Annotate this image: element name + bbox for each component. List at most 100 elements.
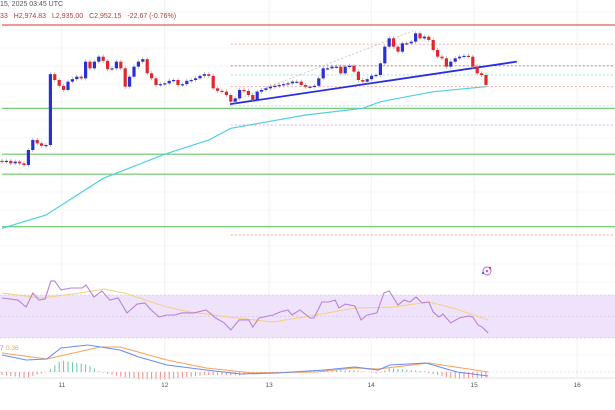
candle	[22, 161, 26, 168]
candle-body	[75, 76, 79, 80]
candle	[119, 59, 123, 71]
candle-body	[387, 38, 391, 47]
candle-body	[136, 61, 140, 67]
candle-body	[339, 66, 343, 74]
candle	[396, 44, 400, 54]
candle-body	[233, 98, 237, 102]
candle	[436, 47, 440, 59]
candle-body	[286, 83, 290, 85]
candle-body	[0, 160, 4, 163]
macd-value: 7	[0, 345, 4, 352]
candle-body	[330, 66, 334, 69]
rsi-panel	[0, 280, 615, 339]
candle-body	[365, 79, 369, 82]
candle-body	[268, 86, 272, 89]
candle-body	[383, 46, 387, 64]
candle-body	[471, 56, 475, 67]
candle	[422, 34, 426, 41]
candle	[88, 59, 92, 71]
candle	[35, 137, 39, 146]
candle	[264, 86, 268, 93]
chart-datetime: 15, 2025 03:45 UTC	[0, 1, 64, 8]
candle	[409, 39, 413, 46]
candle-body	[189, 80, 193, 82]
candle-body	[449, 61, 453, 67]
candle-body	[466, 55, 470, 58]
candle	[440, 54, 444, 61]
candle	[48, 72, 52, 148]
candle-body	[154, 78, 158, 85]
candle-body	[405, 43, 409, 45]
candle	[62, 83, 66, 93]
candle	[220, 88, 224, 94]
time-tick-label: 13	[265, 382, 273, 389]
candle-body	[295, 81, 299, 83]
candle-body	[312, 85, 316, 88]
candle	[392, 36, 396, 49]
candle	[106, 58, 110, 72]
signal-value: 0.36	[6, 345, 19, 352]
candle-body	[277, 85, 281, 87]
candle-body	[48, 74, 52, 145]
candle-body	[299, 81, 303, 85]
candle-body	[251, 95, 255, 100]
candle-body	[414, 33, 418, 42]
time-tick-label: 12	[161, 382, 169, 389]
candle-body	[334, 66, 338, 68]
candle	[339, 64, 343, 76]
candle	[361, 77, 365, 84]
candle	[348, 63, 352, 69]
candle-body	[321, 68, 325, 79]
candle-body	[211, 75, 215, 89]
candle-body	[180, 84, 184, 86]
candle-body	[123, 68, 127, 87]
candle-body	[422, 36, 426, 39]
candle	[180, 82, 184, 88]
time-axis[interactable]: 11 12 13 14 15 16	[58, 382, 581, 389]
candle	[110, 66, 114, 72]
macd-panel	[0, 344, 615, 380]
change-value: -22.67 (-0.76%)	[127, 13, 177, 20]
candle	[154, 76, 158, 88]
candle-body	[88, 61, 92, 69]
candle-body	[220, 90, 224, 93]
candle	[229, 92, 233, 104]
candle	[352, 63, 356, 74]
candle-body	[44, 145, 48, 147]
candle	[128, 74, 132, 89]
candle-body	[378, 63, 382, 75]
replay-icon[interactable]	[481, 264, 493, 276]
candlesticks	[0, 31, 488, 168]
candle	[176, 77, 180, 88]
candle-body	[92, 61, 96, 69]
candle	[286, 81, 290, 87]
candle	[414, 31, 418, 44]
candle	[136, 59, 140, 69]
candle	[290, 79, 294, 86]
candle	[299, 79, 303, 88]
candle	[224, 89, 228, 98]
candle	[387, 36, 391, 49]
candle	[308, 84, 312, 89]
candle	[145, 57, 149, 76]
candle-body	[264, 88, 268, 90]
candle-body	[70, 79, 74, 82]
candle-body	[431, 40, 435, 50]
candle	[238, 87, 242, 101]
ohlc-legend: 33 H2,974.83 L2,935.00 C2,952.15 -22.67 …	[0, 13, 180, 20]
candle-body	[229, 95, 233, 102]
candle	[84, 59, 88, 81]
candle-body	[480, 73, 484, 75]
candle-body	[317, 78, 321, 86]
candle	[418, 31, 422, 41]
candle-body	[18, 161, 22, 164]
candle	[444, 56, 448, 69]
candle-body	[348, 65, 352, 68]
candle-body	[392, 38, 396, 47]
candle	[295, 79, 299, 84]
candle-body	[172, 80, 176, 82]
candle	[31, 137, 35, 153]
candle-body	[356, 71, 360, 80]
candle	[211, 73, 215, 91]
